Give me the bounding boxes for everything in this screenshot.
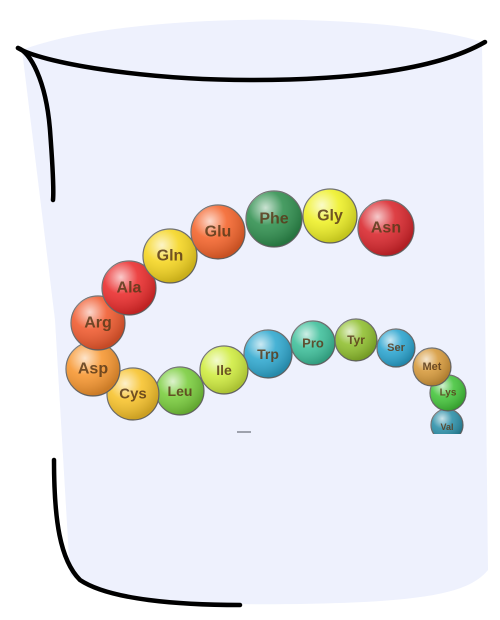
bead-trp-label: Trp bbox=[257, 346, 279, 362]
bead-val-shine bbox=[431, 409, 463, 434]
bead-glu-label: Glu bbox=[205, 224, 232, 241]
bead-met: Met bbox=[412, 347, 452, 387]
bead-leu-label: Leu bbox=[168, 383, 193, 399]
bead-ala: Ala bbox=[101, 260, 157, 316]
bead-met-label: Met bbox=[423, 361, 442, 373]
bead-gln-shine bbox=[143, 229, 197, 283]
bead-asn-shine bbox=[358, 200, 414, 256]
bead-phe: Phe bbox=[245, 190, 303, 248]
bead-met-shine bbox=[413, 348, 451, 386]
beaker-outline bbox=[15, 39, 488, 608]
beaker-rim-line bbox=[15, 39, 488, 83]
bead-lys-label: Lys bbox=[440, 388, 457, 399]
bead-asp-shine bbox=[66, 342, 120, 396]
bead-gly-label: Gly bbox=[317, 208, 343, 225]
bead-tyr-shine bbox=[335, 319, 377, 361]
bead-val-label: Val bbox=[440, 422, 453, 432]
bead-leu: Leu bbox=[155, 366, 205, 416]
bead-ala-label: Ala bbox=[117, 280, 142, 297]
amino-acid-chain: Val Lys Met Ser Tyr Pro Trp Ile Leu Cys Asp Arg Ala G… bbox=[65, 188, 467, 434]
bead-trp-shine bbox=[244, 330, 292, 378]
bead-ile: Ile bbox=[199, 345, 249, 395]
bead-asn: Asn bbox=[357, 199, 415, 257]
bead-asn-label: Asn bbox=[371, 220, 401, 237]
bead-cys: Cys bbox=[106, 367, 160, 421]
bead-ser-label: Ser bbox=[387, 342, 405, 354]
bead-asp: Asp bbox=[65, 341, 121, 397]
bead-glu-shine bbox=[191, 205, 245, 259]
bead-arg-label: Arg bbox=[84, 315, 112, 332]
bead-leu-shine bbox=[156, 367, 204, 415]
bead-ser-shine bbox=[377, 329, 415, 367]
beaker-spout-left bbox=[15, 45, 56, 203]
bead-phe-label: Phe bbox=[259, 211, 288, 228]
bead-tyr: Tyr bbox=[334, 318, 378, 362]
beaker-body bbox=[22, 19, 488, 605]
bead-gly-shine bbox=[303, 189, 357, 243]
bead-gln-label: Gln bbox=[157, 248, 184, 265]
bead-ile-shine bbox=[200, 346, 248, 394]
bead-trp: Trp bbox=[243, 329, 293, 379]
bead-cys-label: Cys bbox=[119, 386, 147, 403]
bead-ser: Ser bbox=[376, 328, 416, 368]
bead-pro-label: Pro bbox=[302, 336, 324, 351]
bead-ala-shine bbox=[102, 261, 156, 315]
bead-phe-shine bbox=[246, 191, 302, 247]
beaker-bottom-left bbox=[51, 457, 243, 608]
bead-val: Val bbox=[430, 408, 464, 434]
bead-pro: Pro bbox=[290, 320, 336, 366]
bead-ile-label: Ile bbox=[216, 362, 232, 378]
bead-arg-shine bbox=[71, 296, 125, 350]
bead-arg: Arg bbox=[70, 295, 126, 351]
bead-pro-shine bbox=[291, 321, 335, 365]
bead-gly: Gly bbox=[302, 188, 358, 244]
bead-cys-shine bbox=[107, 368, 159, 420]
bead-tyr-label: Tyr bbox=[347, 333, 365, 347]
bead-asp-label: Asp bbox=[78, 361, 108, 378]
bead-gln: Gln bbox=[142, 228, 198, 284]
bead-glu: Glu bbox=[190, 204, 246, 260]
